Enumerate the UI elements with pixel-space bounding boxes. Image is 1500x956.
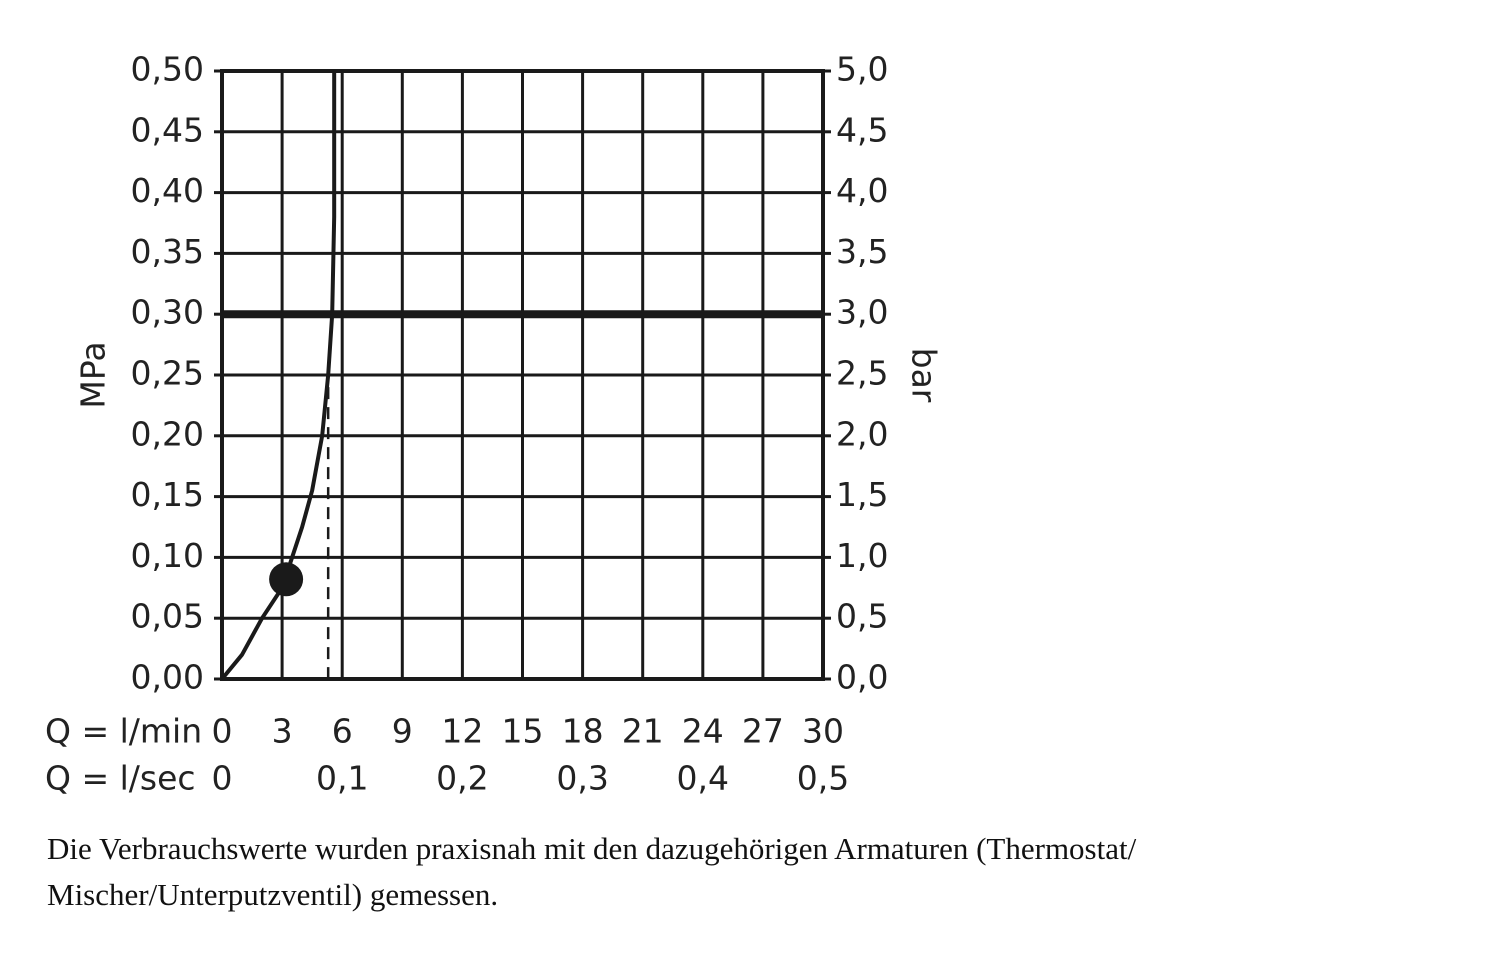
x-tick-label: 15: [502, 712, 544, 751]
caption-line: Die Verbrauchswerte wurden praxisnah mit…: [47, 831, 1137, 866]
x-tick-label: 9: [392, 712, 413, 751]
y2-tick-label: 1,5: [836, 475, 888, 514]
x2-tick-label: 0: [212, 759, 233, 798]
y2-tick-label: 2,0: [836, 414, 888, 453]
y-tick-label: 0,45: [131, 110, 204, 149]
x2-tick-label: 0,5: [797, 759, 849, 798]
y2-tick-label: 5,0: [836, 50, 888, 89]
y2-tick-label: 4,5: [836, 110, 888, 149]
y-tick-label: 0,00: [131, 658, 204, 697]
y2-tick-label: 0,5: [836, 597, 888, 636]
y-tick-label: 0,10: [131, 536, 204, 575]
y-tick-label: 0,50: [131, 50, 204, 89]
y-tick-label: 0,15: [131, 475, 204, 514]
plot-frame: [220, 69, 825, 681]
y-tick-label: 0,35: [131, 232, 204, 271]
y2-tick-label: 0,0: [836, 658, 888, 697]
x2-tick-label: 0,3: [556, 759, 608, 798]
x-axis-label: Q = l/min: [45, 712, 202, 751]
y2-axis-label: bar: [905, 348, 944, 403]
y-axis-label: MPa: [74, 341, 113, 408]
curve: [220, 71, 337, 681]
x2-tick-label: 0,2: [436, 759, 488, 798]
y2-tick-label: 1,0: [836, 536, 888, 575]
y2-tick-label: 4,0: [836, 171, 888, 210]
x2-axis-label: Q = l/sec: [45, 759, 196, 798]
y-tick-label: 0,25: [131, 354, 204, 393]
x-tick-label: 27: [742, 712, 784, 751]
y-tick-label: 0,30: [131, 293, 204, 332]
y-tick-label: 0,20: [131, 414, 204, 453]
y2-tick-label: 2,5: [836, 354, 888, 393]
x-tick-label: 3: [272, 712, 293, 751]
x2-tick-label: 0,1: [316, 759, 368, 798]
y-tick-label: 0,05: [131, 597, 204, 636]
caption-line: Mischer/Unterputzventil) gemessen.: [47, 877, 498, 912]
x-tick-label: 0: [212, 712, 233, 751]
x-tick-label: 6: [332, 712, 353, 751]
x-tick-label: 12: [441, 712, 483, 751]
x2-tick-label: 0,4: [677, 759, 729, 798]
x-tick-label: 24: [682, 712, 724, 751]
y-tick-label: 0,40: [131, 171, 204, 210]
x-tick-label: 30: [802, 712, 844, 751]
x-tick-label: 21: [622, 712, 664, 751]
y2-tick-label: 3,0: [836, 293, 888, 332]
operating-point: [269, 562, 304, 597]
x-tick-label: 18: [562, 712, 604, 751]
y2-tick-label: 3,5: [836, 232, 888, 271]
